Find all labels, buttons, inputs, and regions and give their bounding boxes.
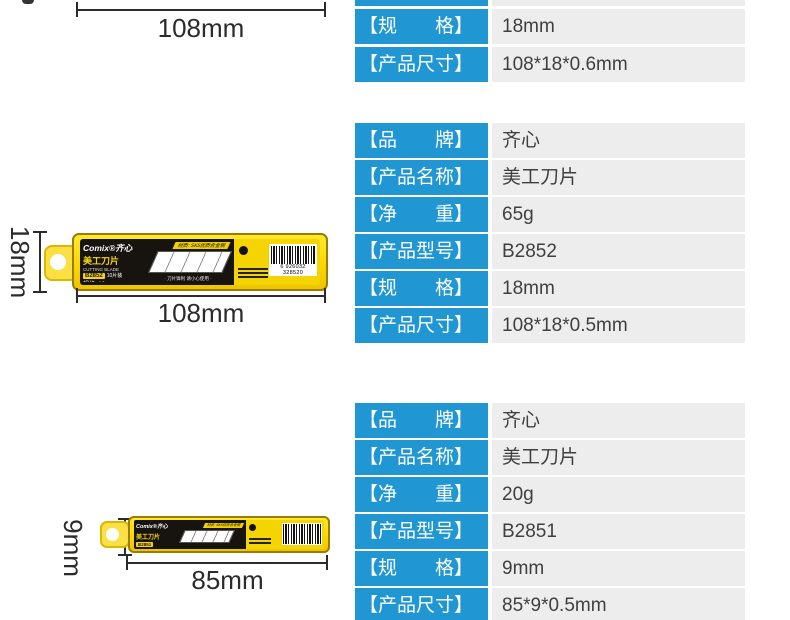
brand-logo: Comix®齐心	[136, 524, 168, 530]
spec-value: 65g	[492, 197, 745, 232]
table-row: 【产品型号】 B2852	[355, 234, 745, 269]
barcode-digits: 6 926032 328520	[280, 264, 306, 276]
dimension-tick	[126, 555, 128, 570]
table-row: 【品 牌】 齐心	[355, 403, 745, 438]
table-row: 【产品尺寸】 108*18*0.5mm	[355, 308, 745, 343]
table-row: 【净 重】 65g	[355, 197, 745, 232]
dimension-tick	[76, 288, 78, 303]
spec-value: 美工刀片	[492, 160, 745, 195]
dimension-line-bottom-width	[127, 562, 328, 564]
spec-label: 【产品名称】	[355, 440, 488, 475]
brand-logo: Comix®齐心	[83, 243, 133, 253]
dimension-tick	[118, 518, 132, 520]
fine-print-lines	[249, 538, 271, 546]
spec-label: 【规 格】	[355, 9, 488, 44]
spec-label: 【产品型号】	[355, 514, 488, 549]
blade-case-label: Comix®齐心 美工刀片 B2851 材质: SK5优质合金钢	[134, 520, 324, 549]
pack-count: 10片装	[106, 273, 123, 279]
barcode-bars-icon	[271, 246, 315, 264]
cropped-table-row	[492, 0, 745, 6]
material-banner: 材质: SK5优质合金钢	[202, 523, 245, 528]
spec-label: 【规 格】	[355, 551, 488, 586]
dimension-line-mid-width	[77, 295, 325, 297]
table-row: 【产品型号】 B2851	[355, 514, 745, 549]
barcode: 6 926032 328520	[269, 244, 317, 276]
dimension-line-mid-height	[39, 232, 41, 292]
product-name-cn: 美工刀片	[136, 534, 161, 541]
dimension-label-bottom-height: 9mm	[58, 519, 88, 577]
spec-label: 【品 牌】	[355, 403, 488, 438]
spec-value: B2852	[492, 234, 745, 269]
model-badge: B2852	[83, 272, 105, 279]
spec-value: 齐心	[492, 403, 745, 438]
hanger-hole	[106, 528, 119, 541]
dimension-tick	[326, 555, 328, 570]
spec-value: 85*9*0.5mm	[492, 588, 745, 620]
table-row: 【净 重】 20g	[355, 477, 745, 512]
label-black-zone: Comix®齐心 美工刀片 CUTTING BLADE B2852 10片装 规…	[80, 239, 234, 285]
label-spec: 规格: 18mm	[83, 279, 145, 282]
table-row: 【规 格】 18mm	[355, 9, 745, 44]
product-name-cn: 美工刀片	[83, 256, 120, 266]
table-row: 【产品名称】 美工刀片	[355, 440, 745, 475]
label-black-zone: Comix®齐心 美工刀片 B2851 材质: SK5优质合金钢	[134, 520, 246, 549]
dimension-tick	[33, 231, 47, 233]
spec-label: 【产品尺寸】	[355, 308, 488, 343]
dimension-tick	[118, 554, 132, 556]
dimension-tick	[33, 291, 47, 293]
cropped-image-fragment	[22, 0, 34, 4]
dimension-label-mid-height: 18mm	[5, 225, 35, 299]
spec-value: 20g	[492, 477, 745, 512]
dimension-tick	[76, 2, 78, 17]
label-yellow-zone	[246, 520, 324, 549]
spec-value: 18mm	[492, 271, 745, 306]
fine-print-lines	[238, 268, 268, 280]
blade-illustration	[148, 251, 232, 273]
table-row: 【产品名称】 美工刀片	[355, 160, 745, 195]
cropped-table-row	[355, 0, 488, 6]
blade-case-label: Comix®齐心 美工刀片 CUTTING BLADE B2852 10片装 规…	[80, 239, 320, 285]
spec-label: 【产品尺寸】	[355, 47, 488, 82]
spec-value: 108*18*0.5mm	[492, 308, 745, 343]
dimension-line-top	[77, 9, 325, 11]
spec-value: 9mm	[492, 551, 745, 586]
spec-label: 【产品型号】	[355, 234, 488, 269]
blade-illustration	[179, 530, 235, 543]
product-name-en: CUTTING BLADE	[83, 267, 120, 272]
spec-label: 【产品名称】	[355, 160, 488, 195]
spec-value: 齐心	[492, 123, 745, 158]
barcode-bars-icon	[283, 524, 321, 544]
barcode	[282, 523, 322, 545]
caution-text: · 刀片锋利 请小心使用 ·	[164, 276, 212, 281]
cert-mark-icon	[249, 524, 256, 531]
table-row: 【规 格】 18mm	[355, 271, 745, 306]
table-row: 【规 格】 9mm	[355, 551, 745, 586]
spec-label: 【品 牌】	[355, 123, 488, 158]
table-row: 【产品尺寸】 108*18*0.6mm	[355, 47, 745, 82]
material-banner: 材质: SK5优质合金钢	[172, 242, 231, 249]
dimension-label-top-width: 108mm	[157, 13, 245, 43]
model-badge: B2851	[136, 542, 154, 547]
table-row: 【产品尺寸】 85*9*0.5mm	[355, 588, 745, 620]
dimension-tick	[324, 2, 326, 17]
spec-value: 18mm	[492, 9, 745, 44]
spec-label: 【净 重】	[355, 477, 488, 512]
spec-value: B2851	[492, 514, 745, 549]
spec-label: 【净 重】	[355, 197, 488, 232]
spec-value: 美工刀片	[492, 440, 745, 475]
cert-mark-icon	[239, 246, 248, 255]
spec-label: 【产品尺寸】	[355, 588, 488, 620]
dimension-label-mid-width: 108mm	[157, 298, 245, 328]
hanger-hole	[50, 254, 66, 270]
label-yellow-zone: 6 926032 328520	[234, 239, 320, 285]
spec-label: 【规 格】	[355, 271, 488, 306]
dimension-tick	[324, 288, 326, 303]
spec-value: 108*18*0.6mm	[492, 47, 745, 82]
dimension-label-bottom-width: 85mm	[191, 565, 264, 595]
table-row: 【品 牌】 齐心	[355, 123, 745, 158]
